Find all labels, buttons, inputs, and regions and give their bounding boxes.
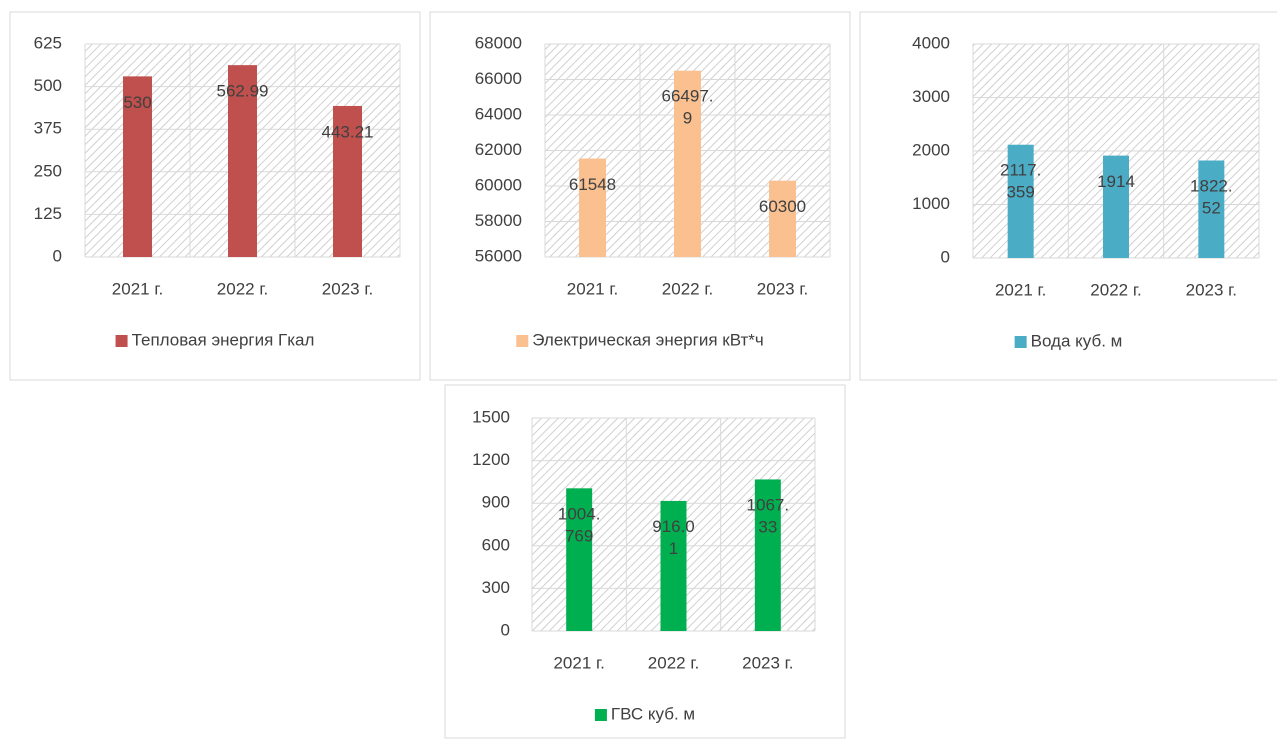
- legend: Вода куб. м: [1014, 331, 1123, 350]
- x-tick-label: 2023 г.: [742, 653, 793, 672]
- legend: ГВС куб. м: [594, 704, 695, 723]
- y-tick-label: 62000: [475, 140, 522, 159]
- data-label: 2117. 359: [1000, 161, 1041, 202]
- x-tick-label: 2022 г.: [648, 653, 699, 672]
- x-tick-label: 2021 г.: [567, 279, 618, 298]
- y-tick-label: 625: [34, 33, 62, 52]
- x-tick-label: 2023 г.: [1186, 280, 1237, 299]
- legend: Электрическая энергия кВт*ч: [516, 330, 764, 349]
- bar: [1007, 144, 1034, 258]
- bar: [123, 76, 152, 257]
- data-label: 61548: [569, 175, 616, 194]
- y-tick-label: 500: [34, 76, 62, 95]
- y-tick-label: 375: [34, 119, 62, 138]
- x-tick-label: 2021 г.: [995, 280, 1046, 299]
- bar: [769, 180, 796, 257]
- x-tick-label: 2023 г.: [322, 279, 373, 298]
- y-tick-label: 600: [482, 535, 510, 554]
- legend-label: Тепловая энергия Гкал: [132, 330, 315, 349]
- y-tick-label: 1500: [472, 407, 510, 426]
- legend-swatch: [516, 335, 529, 347]
- data-label: 1914: [1097, 172, 1135, 191]
- y-tick-label: 0: [53, 246, 62, 265]
- data-label: 443.21: [322, 122, 374, 141]
- y-tick-label: 60000: [475, 175, 522, 194]
- legend-swatch: [594, 709, 607, 721]
- y-tick-label: 0: [501, 620, 510, 639]
- data-label: 530: [123, 93, 151, 112]
- x-tick-label: 2021 г.: [553, 653, 604, 672]
- x-tick-label: 2022 г.: [662, 279, 713, 298]
- legend: Тепловая энергия Гкал: [115, 330, 315, 349]
- bar: [566, 488, 593, 631]
- y-tick-label: 64000: [475, 104, 522, 123]
- data-label: 1004. 769: [558, 505, 601, 546]
- bar: [674, 70, 701, 257]
- y-tick-label: 56000: [475, 246, 522, 265]
- y-tick-label: 3000: [912, 87, 950, 106]
- y-tick-label: 1200: [472, 450, 510, 469]
- legend-label: Электрическая энергия кВт*ч: [532, 330, 763, 349]
- legend-label: Вода куб. м: [1031, 331, 1123, 350]
- x-tick-label: 2022 г.: [217, 279, 268, 298]
- y-tick-label: 0: [941, 247, 950, 266]
- bar: [579, 158, 606, 257]
- y-tick-label: 4000: [912, 33, 950, 52]
- y-tick-label: 250: [34, 161, 62, 180]
- data-label: 60300: [759, 197, 806, 216]
- bar: [333, 105, 362, 257]
- x-tick-label: 2021 г.: [112, 279, 163, 298]
- bar: [1103, 155, 1129, 258]
- x-tick-label: 2022 г.: [1090, 280, 1141, 299]
- y-tick-label: 125: [34, 204, 62, 223]
- legend-swatch: [1014, 336, 1027, 348]
- data-label: 1067. 33: [747, 496, 790, 537]
- y-tick-label: 1000: [912, 194, 950, 213]
- data-label: 1822. 52: [1190, 177, 1233, 218]
- bar: [1198, 160, 1225, 258]
- y-tick-label: 2000: [912, 140, 950, 159]
- bar: [660, 500, 687, 631]
- data-label: 66497. 9: [662, 87, 714, 128]
- y-tick-label: 300: [482, 578, 510, 597]
- bar: [754, 479, 781, 631]
- y-tick-label: 58000: [475, 211, 522, 230]
- legend-swatch: [115, 335, 128, 347]
- y-tick-label: 68000: [475, 33, 522, 52]
- data-label: 916.0 1: [652, 517, 695, 558]
- data-label: 562.99: [217, 82, 269, 101]
- bar: [228, 65, 257, 257]
- legend-label: ГВС куб. м: [611, 704, 695, 723]
- y-tick-label: 900: [482, 493, 510, 512]
- y-tick-label: 66000: [475, 69, 522, 88]
- x-tick-label: 2023 г.: [757, 279, 808, 298]
